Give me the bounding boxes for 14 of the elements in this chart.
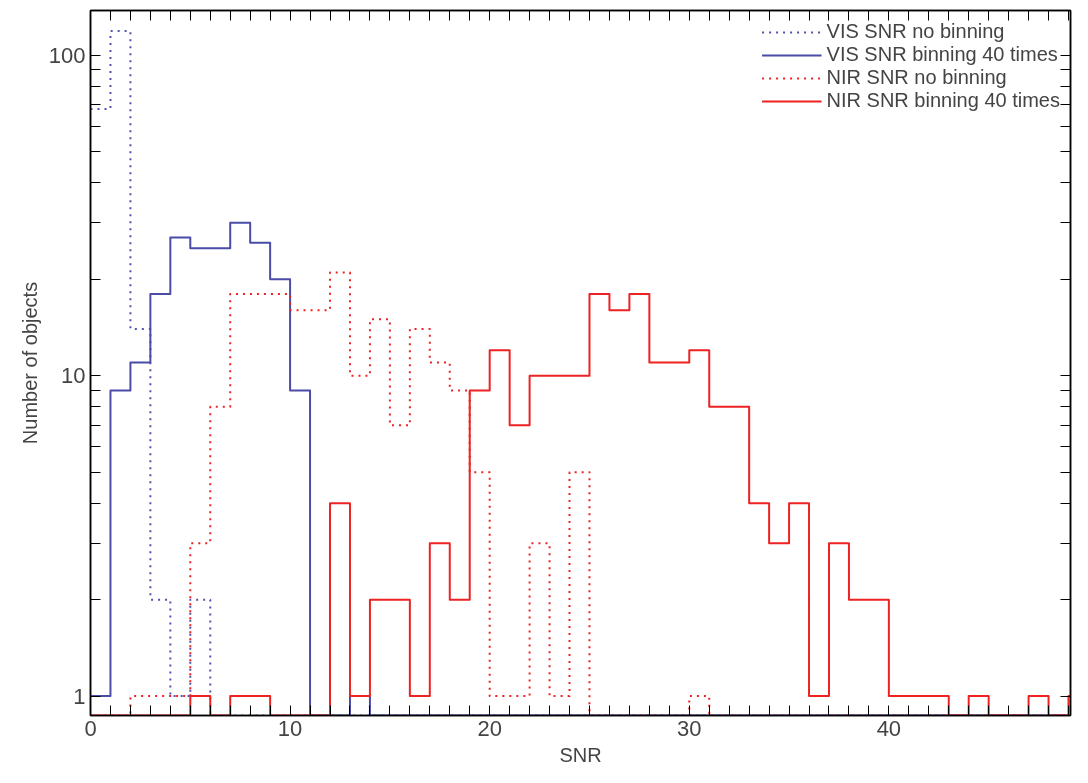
- y-axis-title: Number of objects: [18, 281, 41, 445]
- legend-label: VIS SNR binning 40 times: [826, 43, 1058, 66]
- x-tick-label: 10: [277, 715, 303, 741]
- x-tick-label: 40: [876, 715, 902, 741]
- y-tick-label: 10: [61, 363, 86, 389]
- legend-label: NIR SNR binning 40 times: [826, 89, 1060, 112]
- x-tick-label: 20: [477, 715, 502, 741]
- x-axis-title: SNR: [559, 743, 602, 766]
- legend-label: NIR SNR no binning: [826, 66, 1007, 89]
- y-tick-label: 100: [48, 42, 86, 68]
- legend-label: VIS SNR no binning: [826, 20, 1005, 43]
- y-tick-label: 1: [73, 683, 86, 709]
- x-tick-label: 0: [84, 715, 97, 741]
- x-tick-label: 30: [677, 715, 702, 741]
